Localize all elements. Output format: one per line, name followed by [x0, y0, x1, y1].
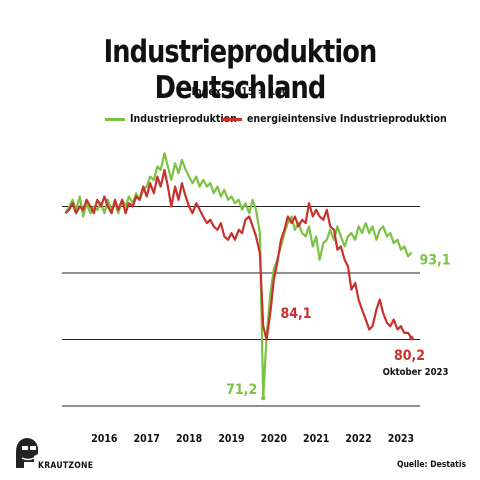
x-tick-label: 2017	[134, 433, 160, 445]
source-note: Quelle: Destatis	[396, 460, 466, 470]
legend-swatch-green	[105, 117, 125, 121]
chart-title: Industrieproduktion Deutschland	[103, 34, 378, 106]
covid-value-label: 84,1	[280, 306, 311, 322]
legend-label: energieintensive Industrieproduktion	[247, 113, 447, 125]
x-tick-label: 2021	[303, 433, 329, 445]
legend-label: Industrieproduktion	[130, 113, 237, 125]
end-point-marker	[409, 335, 414, 341]
legend-item-industrieproduktion: Industrieproduktion	[105, 113, 237, 125]
series-line-1	[64, 168, 413, 341]
series-line-0	[64, 152, 413, 400]
brand-name: KRAUTZONE	[38, 461, 94, 471]
x-tick-label: 2022	[345, 433, 371, 445]
min-value-label: 71,2	[226, 382, 257, 398]
chart-subtitle: Index: 2015 = 100	[191, 86, 289, 98]
x-tick-label: 2020	[261, 433, 288, 445]
end-value-label: 93,1	[420, 252, 451, 268]
min-point-marker	[261, 395, 266, 401]
krautzone-logo-icon	[16, 438, 38, 468]
end-value-label: 80,2	[394, 348, 425, 364]
x-tick-label: 2019	[218, 433, 244, 445]
x-tick-label: 2023	[388, 433, 414, 445]
x-tick-label: 2018	[176, 433, 202, 445]
x-tick-label: 2016	[91, 433, 118, 445]
legend-item-energieintensive: energieintensive Industrieproduktion	[222, 113, 447, 125]
end-date-label: Oktober 2023	[383, 367, 449, 378]
legend-swatch-red	[222, 117, 242, 121]
